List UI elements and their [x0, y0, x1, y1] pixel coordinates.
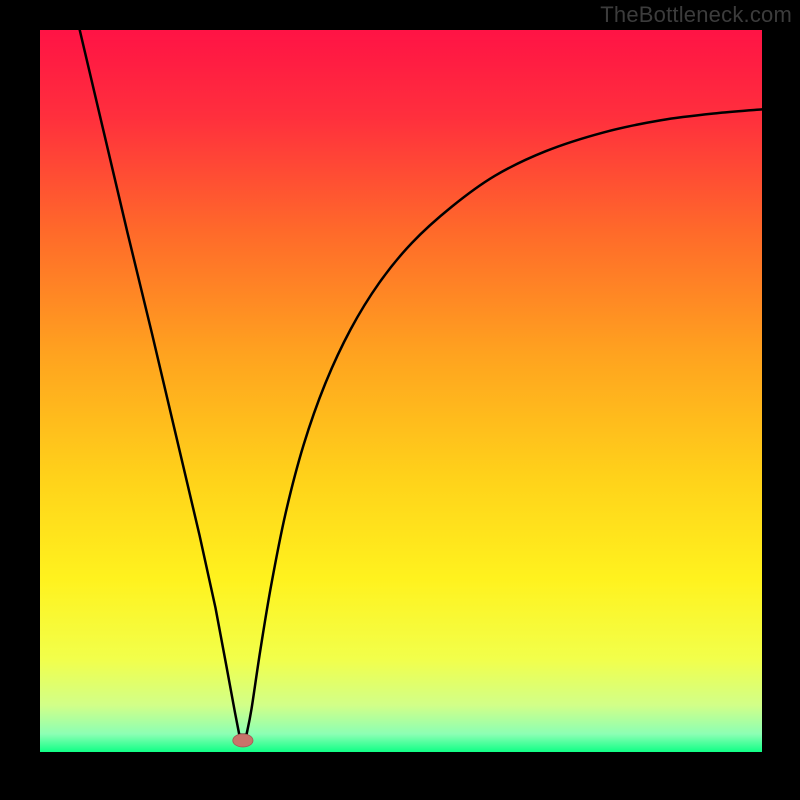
plot-gradient-background: [40, 30, 762, 752]
bottleneck-chart-svg: [0, 0, 800, 800]
minimum-marker: [233, 734, 253, 747]
watermark-text: TheBottleneck.com: [600, 2, 792, 28]
chart-canvas: TheBottleneck.com: [0, 0, 800, 800]
